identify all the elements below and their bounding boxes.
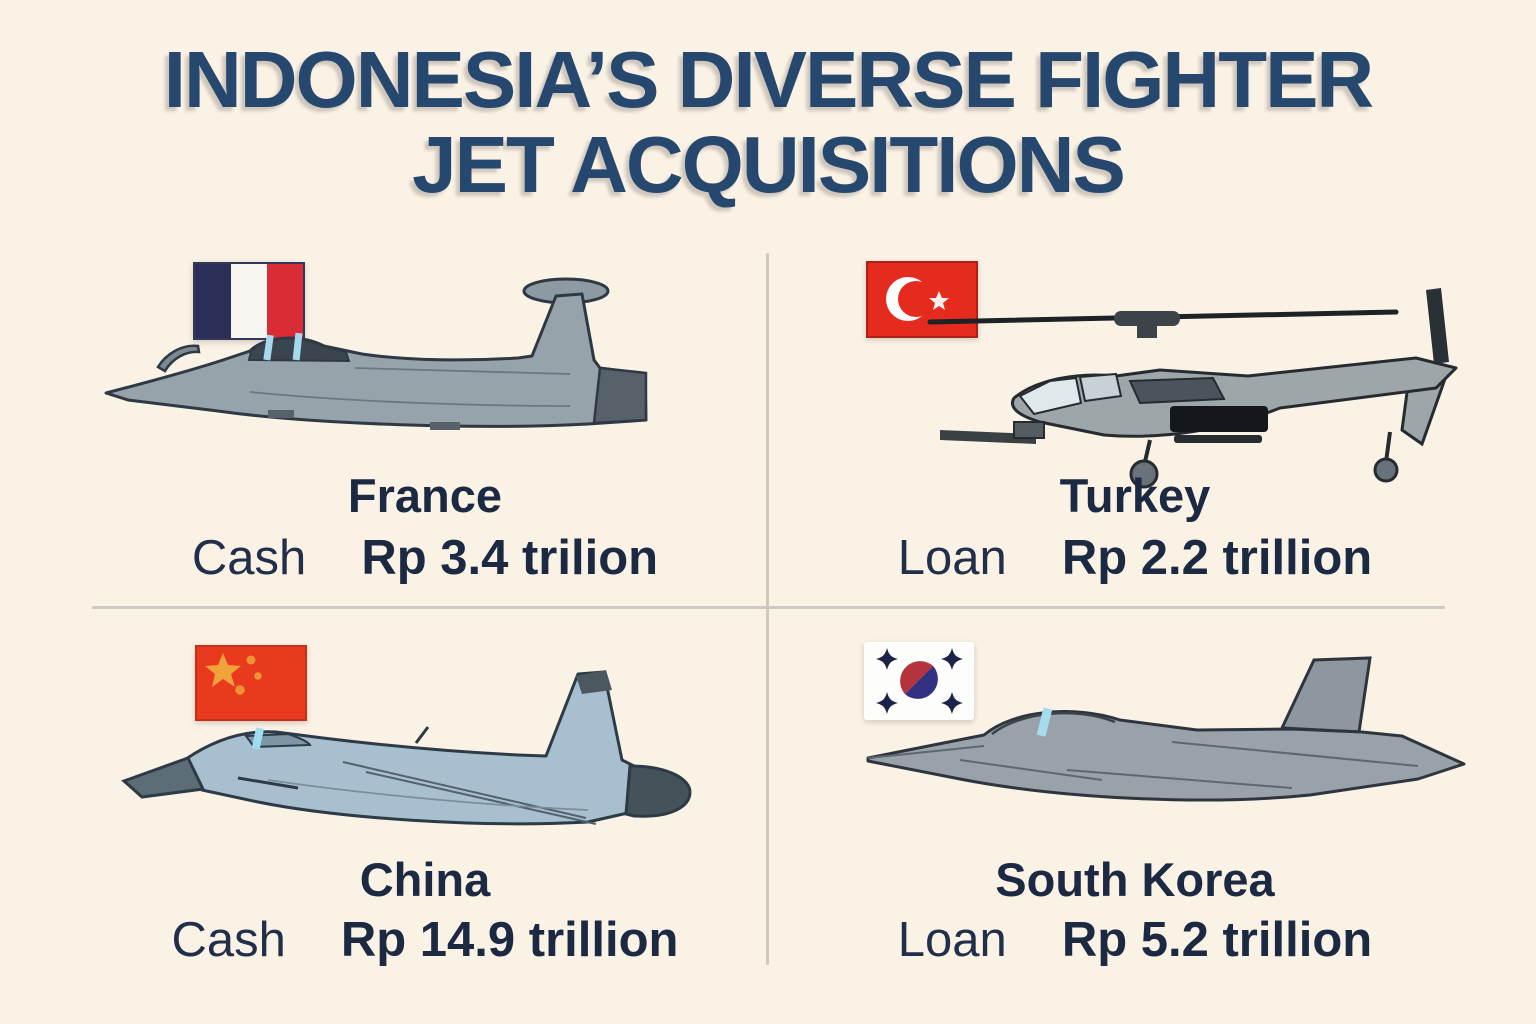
page-title-line2: JET ACQUISITIONS xyxy=(412,119,1126,209)
kf21-stealth-fighter-illustration xyxy=(866,656,1466,802)
amount-label: Rp 5.2 trillion xyxy=(1061,913,1373,967)
page-title: INDONESIA’S DIVERSE FIGHTER JET ACQUISITI… xyxy=(0,35,1536,209)
horizontal-divider xyxy=(92,606,1445,609)
stat-row: Loan Rp 5.2 trillion xyxy=(795,912,1475,968)
stat-row: Cash Rp 3.4 trilion xyxy=(90,530,760,586)
payment-method-label: Cash xyxy=(191,531,307,585)
amount-label: Rp 3.4 trilion xyxy=(361,531,659,585)
attack-helicopter-illustration xyxy=(927,288,1458,489)
china-flag-icon xyxy=(195,645,307,721)
country-label: China xyxy=(359,853,491,906)
payment-method-label: Loan xyxy=(897,913,1007,967)
stat-row: Loan Rp 2.2 trillion xyxy=(795,530,1475,586)
country-label: South Korea xyxy=(995,853,1275,906)
rafale-fighter-jet-illustration xyxy=(104,277,648,430)
amount-label: Rp 2.2 trillion xyxy=(1061,531,1373,585)
j10-fighter-jet-illustration xyxy=(121,670,692,826)
turkey-flag-icon xyxy=(866,261,978,338)
country-label: France xyxy=(347,469,503,522)
stat-row: Cash Rp 14.9 trillion xyxy=(90,912,760,968)
payment-method-label: Loan xyxy=(897,531,1007,585)
page-title-line1: INDONESIA’S DIVERSE FIGHTER xyxy=(163,35,1374,124)
france-flag-icon xyxy=(193,262,305,340)
payment-method-label: Cash xyxy=(171,913,286,967)
vertical-divider xyxy=(766,253,769,965)
amount-label: Rp 14.9 trillion xyxy=(340,913,679,967)
country-label: Turkey xyxy=(1059,469,1211,522)
south-korea-flag-icon xyxy=(864,642,974,720)
